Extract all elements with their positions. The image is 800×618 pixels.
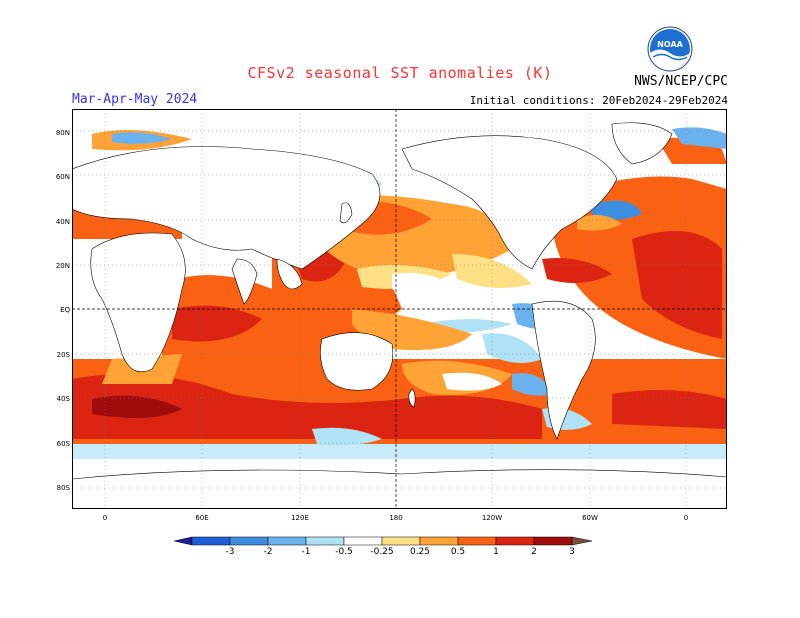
colorbar-swatch xyxy=(191,536,231,546)
colorbar-swatch xyxy=(229,536,269,546)
lat-label: 80S xyxy=(56,484,70,492)
noaa-logo: NOAA xyxy=(647,26,693,72)
colorbar-label: -0.25 xyxy=(370,547,394,557)
eurasia-land xyxy=(72,146,381,270)
noaa-logo-text: NOAA xyxy=(657,40,683,49)
lat-label: 40N xyxy=(55,218,70,226)
lon-label: 60E xyxy=(195,514,209,522)
lat-label: EQ xyxy=(60,306,70,314)
colorbar-swatch xyxy=(457,536,497,546)
map-border xyxy=(72,109,727,509)
africa-land xyxy=(90,232,186,373)
lon-label: 60W xyxy=(582,514,598,522)
lon-label: 120W xyxy=(481,514,503,522)
colorbar-label: -3 xyxy=(225,547,235,557)
lat-label: 20N xyxy=(55,262,70,270)
agency-label: NWS/NCEP/CPC xyxy=(634,74,728,89)
lat-label: 60N xyxy=(55,173,70,181)
chart-title: CFSv2 seasonal SST anomalies (K) xyxy=(247,64,553,82)
colorbar-label: 3 xyxy=(569,547,575,557)
south-america-land xyxy=(531,300,596,440)
initial-conditions: Initial conditions: 20Feb2024-29Feb2024 xyxy=(469,94,728,107)
colorbar-label: -1 xyxy=(301,547,311,557)
colorbar-label: 2 xyxy=(531,547,537,557)
lon-label: 0 xyxy=(102,514,108,522)
colorbar xyxy=(174,536,593,546)
lat-label: 80N xyxy=(55,129,70,137)
lat-label: 20S xyxy=(56,351,70,359)
colorbar-label: 1 xyxy=(493,547,499,557)
north-america-land xyxy=(401,135,618,270)
colorbar-label: -2 xyxy=(263,547,273,557)
colorbar-swatch xyxy=(305,536,345,546)
lon-label: 0 xyxy=(683,514,689,522)
lon-label: 120E xyxy=(291,514,309,522)
colorbar-min-triangle xyxy=(174,536,193,546)
forecast-period: Mar-Apr-May 2024 xyxy=(72,92,198,107)
colorbar-swatch xyxy=(381,536,421,546)
lon-label: 180 xyxy=(389,514,403,522)
lat-label: 40S xyxy=(56,395,70,403)
indian-ocean-warm xyxy=(162,275,372,369)
colorbar-label: 0.25 xyxy=(409,547,431,557)
colorbar-max-triangle xyxy=(571,536,593,546)
antarctica-land xyxy=(72,469,727,509)
colorbar-label: -0.5 xyxy=(335,547,353,557)
colorbar-swatch xyxy=(533,536,573,546)
lat-label: 60S xyxy=(56,440,70,448)
colorbar-swatch xyxy=(419,536,459,546)
australia-land xyxy=(320,332,394,391)
continents xyxy=(72,122,727,509)
colorbar-label: 0.5 xyxy=(450,547,466,557)
sst-anomaly-map xyxy=(72,109,727,509)
colorbar-swatch xyxy=(267,536,307,546)
colorbar-swatch xyxy=(495,536,535,546)
colorbar-swatch xyxy=(343,536,383,546)
